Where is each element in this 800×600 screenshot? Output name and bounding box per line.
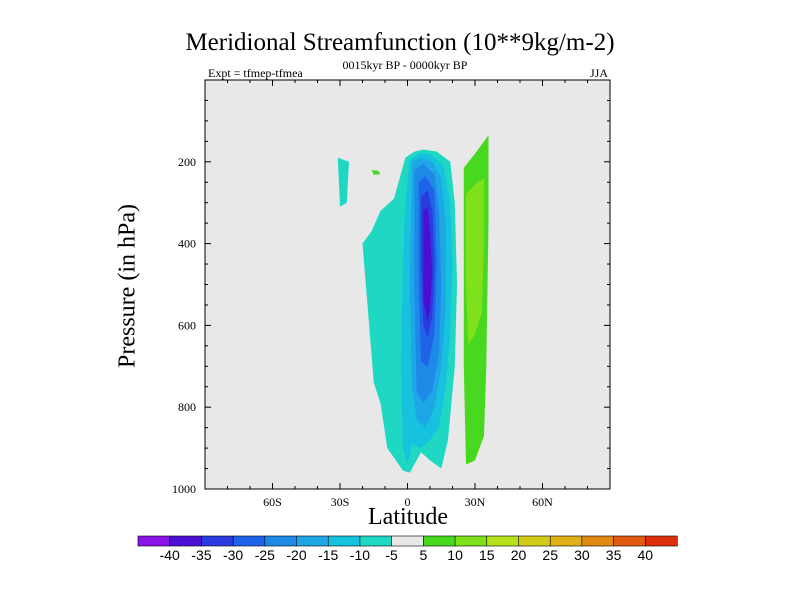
contour-region-8	[423, 206, 433, 322]
colorbar-swatch	[169, 535, 203, 547]
contour-region-0	[337, 157, 349, 207]
y-tick-label: 400	[178, 237, 196, 251]
colorbar-swatch	[644, 535, 678, 547]
x-tick-label: 0	[405, 495, 411, 509]
colorbar-label: 25	[542, 547, 558, 563]
colorbar-swatch	[327, 535, 361, 547]
colorbar-swatch	[296, 535, 329, 547]
experiment-label: Expt = tfmep-tfmea	[208, 66, 303, 80]
colorbar-swatch	[423, 535, 456, 547]
y-tick-label: 800	[178, 400, 196, 414]
colorbar-label: 20	[511, 547, 527, 563]
colorbar-label: -10	[350, 547, 370, 563]
colorbar-label: -5	[385, 547, 398, 563]
colorbar-swatch	[486, 535, 520, 547]
y-tick-label: 1000	[172, 482, 196, 496]
colorbar-swatch	[232, 535, 266, 547]
colorbar-swatch	[581, 535, 615, 547]
x-tick-label: 30N	[465, 495, 486, 509]
colorbar-swatch	[137, 535, 171, 547]
colorbar-label: -35	[191, 547, 211, 563]
colorbar-swatch	[518, 535, 551, 547]
x-tick-label: 60S	[263, 495, 282, 509]
season-label: JJA	[590, 66, 609, 80]
contour-region-1	[371, 170, 381, 175]
colorbar-label: -20	[286, 547, 306, 563]
chart-title: Meridional Streamfunction (10**9kg/m-2)	[185, 29, 615, 56]
colorbar-label: 10	[447, 547, 463, 563]
colorbar-swatch	[201, 535, 234, 547]
colorbar-label: -40	[160, 547, 180, 563]
colorbar-label: -15	[318, 547, 338, 563]
colorbar-label: 35	[606, 547, 622, 563]
colorbar-label: -25	[255, 547, 275, 563]
contour-region-10	[466, 178, 484, 346]
axis-ticks: 60S 30S 0 30N 60N 200 400 600 800 1000	[172, 80, 610, 509]
colorbar-swatch	[613, 535, 646, 547]
colorbar-swatch	[549, 535, 583, 547]
contour-regions	[337, 135, 489, 473]
colorbar-label: 30	[574, 547, 590, 563]
x-axis-title: Latitude	[368, 504, 448, 530]
colorbar-label: 15	[479, 547, 495, 563]
colorbar-swatch	[359, 535, 393, 547]
colorbar-label: 5	[420, 547, 428, 563]
x-tick-label: 30S	[331, 495, 350, 509]
colorbar-label: -30	[223, 547, 243, 563]
colorbar-swatch	[391, 535, 424, 547]
colorbar-swatch	[454, 535, 488, 547]
y-tick-label: 200	[178, 155, 196, 169]
y-tick-label: 600	[178, 318, 196, 332]
colorbar: -40 -35 -30 -25 -20 -15 -10 -5 5 10 15 20 25 30 35 40	[137, 535, 678, 563]
x-tick-label: 60N	[532, 495, 553, 509]
period-label: 0015kyr BP - 0000kyr BP	[342, 58, 468, 72]
colorbar-label: 40	[638, 547, 654, 563]
colorbar-swatch	[264, 535, 298, 547]
